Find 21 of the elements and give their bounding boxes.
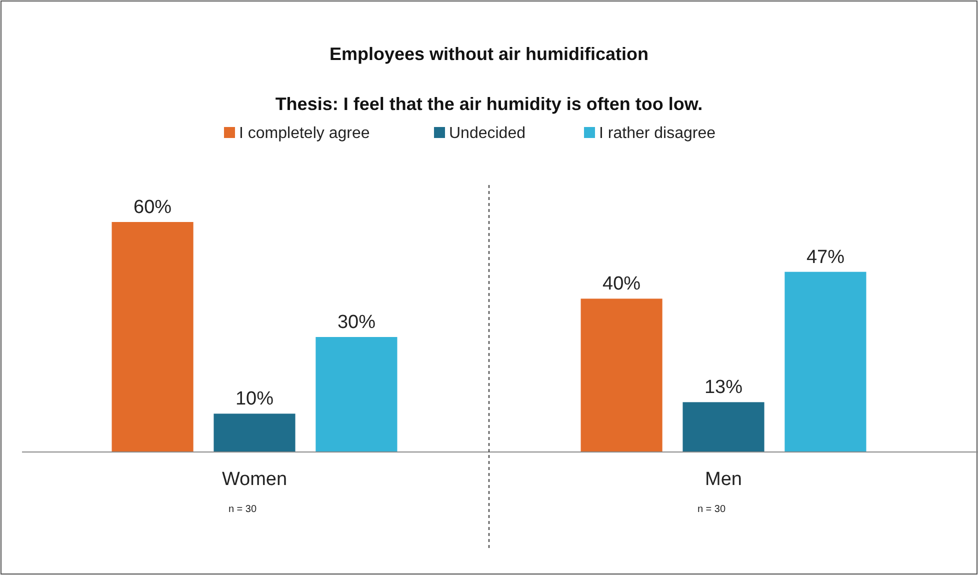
- legend-label: Undecided: [449, 125, 526, 142]
- text: n = 30: [697, 504, 726, 515]
- legend-label: I completely agree: [239, 125, 370, 142]
- chart-subtitle: Thesis: I feel that the air humidity is often too low.: [275, 94, 703, 114]
- data-label: 60%: [134, 197, 172, 218]
- x-tick-label: Men: [705, 469, 742, 490]
- bar: [316, 337, 398, 452]
- data-label: 40%: [602, 274, 641, 295]
- bar: [580, 298, 662, 452]
- x-tick-label: Women: [222, 469, 288, 490]
- bar: [784, 272, 866, 452]
- bar: [682, 402, 764, 452]
- chart-title: Employees without air humidification: [329, 44, 649, 64]
- bar: [112, 222, 194, 452]
- data-label: 10%: [235, 388, 274, 410]
- data-label: 47%: [806, 246, 845, 268]
- data-label: 13%: [704, 377, 743, 398]
- text: n = 30: [228, 504, 257, 515]
- legend-label: I rather disagree: [599, 125, 716, 142]
- data-label: 30%: [337, 312, 376, 333]
- bar: [214, 414, 296, 452]
